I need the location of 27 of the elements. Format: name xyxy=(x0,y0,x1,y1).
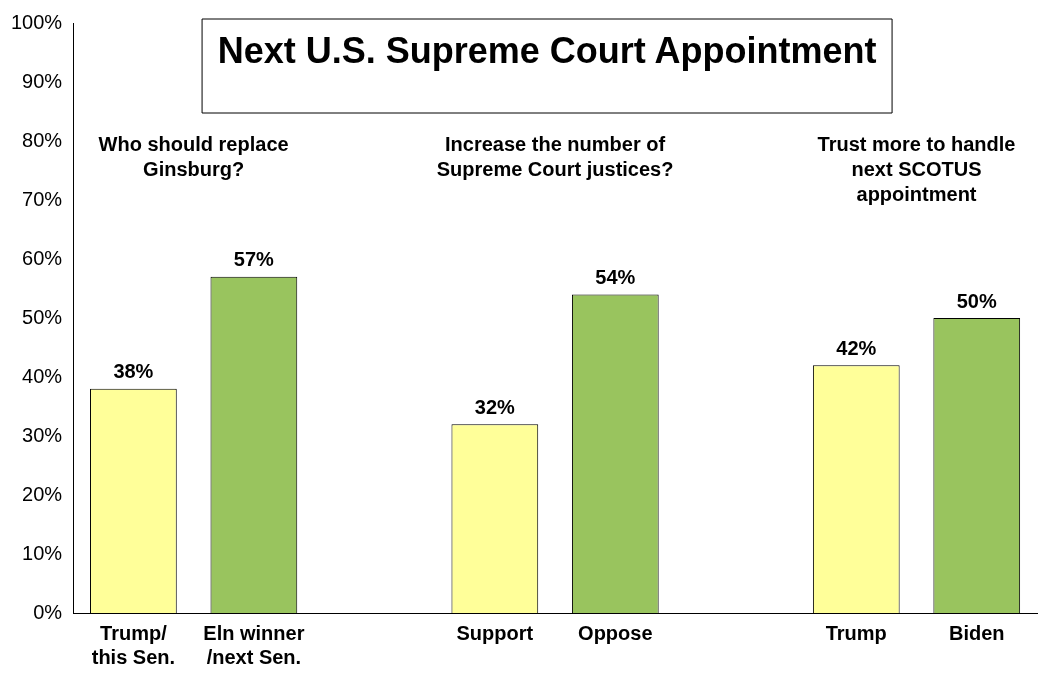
y-tick-label: 90% xyxy=(22,69,63,92)
x-tick-label: Oppose xyxy=(578,621,653,644)
data-label: 38% xyxy=(113,360,154,383)
chart-title: Next U.S. Supreme Court Appointment xyxy=(217,29,877,71)
y-tick-label: 100% xyxy=(11,10,63,33)
y-tick-label: 60% xyxy=(22,246,63,269)
y-tick-label: 40% xyxy=(22,364,63,387)
annotation: Increase the number of Supreme Court justices? xyxy=(436,132,674,180)
data-label: 50% xyxy=(956,289,997,312)
data-label: 54% xyxy=(595,265,636,288)
data-label: 57% xyxy=(233,248,275,271)
y-tick-label: 50% xyxy=(22,305,63,328)
data-label: 32% xyxy=(474,395,516,418)
x-tick-label: Eln winner /next Sen. xyxy=(203,621,305,668)
x-tick-label: Biden xyxy=(948,621,1005,644)
x-tick-label: Support xyxy=(456,621,534,644)
y-tick-label: 0% xyxy=(33,600,63,623)
x-tick-label: Trump xyxy=(825,621,887,644)
y-tick-label: 30% xyxy=(22,423,63,446)
data-label: 42% xyxy=(836,336,877,359)
y-tick-label: 20% xyxy=(22,482,63,505)
y-tick-label: 10% xyxy=(22,541,63,564)
annotation: Who should replace Ginsburg? xyxy=(98,132,289,180)
y-tick-label: 80% xyxy=(22,128,63,151)
annotation: Trust more to handle next SCOTUS appointment xyxy=(817,132,1016,205)
y-tick-label: 70% xyxy=(22,187,63,210)
x-tick-label: Trump/ this Sen. xyxy=(91,621,176,668)
